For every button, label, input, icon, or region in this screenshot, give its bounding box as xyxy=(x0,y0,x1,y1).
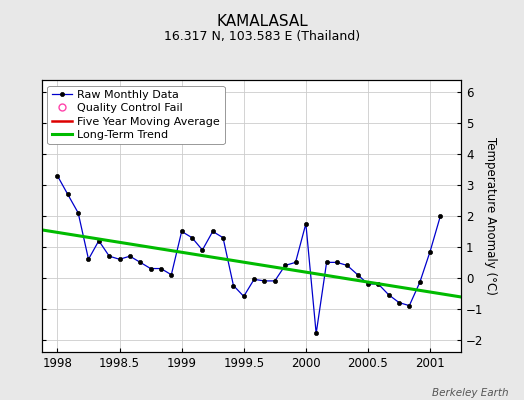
Raw Monthly Data xyxy=(375,282,381,286)
Raw Monthly Data xyxy=(116,257,123,262)
Raw Monthly Data xyxy=(334,260,340,265)
Legend: Raw Monthly Data, Quality Control Fail, Five Year Moving Average, Long-Term Tren: Raw Monthly Data, Quality Control Fail, … xyxy=(48,86,225,144)
Raw Monthly Data xyxy=(241,294,247,299)
Raw Monthly Data xyxy=(437,214,443,218)
Raw Monthly Data xyxy=(355,272,361,277)
Text: Berkeley Earth: Berkeley Earth xyxy=(432,388,508,398)
Raw Monthly Data xyxy=(251,277,257,282)
Text: KAMALASAL: KAMALASAL xyxy=(216,14,308,29)
Raw Monthly Data xyxy=(271,278,278,283)
Line: Raw Monthly Data: Raw Monthly Data xyxy=(56,174,442,336)
Raw Monthly Data xyxy=(106,254,112,258)
Raw Monthly Data xyxy=(344,263,351,268)
Raw Monthly Data xyxy=(323,260,330,265)
Raw Monthly Data xyxy=(386,292,392,297)
Raw Monthly Data xyxy=(427,249,433,254)
Raw Monthly Data xyxy=(396,300,402,305)
Raw Monthly Data xyxy=(158,266,164,271)
Raw Monthly Data xyxy=(147,266,154,271)
Raw Monthly Data xyxy=(231,283,237,288)
Raw Monthly Data xyxy=(189,235,195,240)
Raw Monthly Data xyxy=(220,235,226,240)
Raw Monthly Data xyxy=(417,280,423,285)
Raw Monthly Data xyxy=(199,248,205,252)
Y-axis label: Temperature Anomaly (°C): Temperature Anomaly (°C) xyxy=(484,137,497,295)
Raw Monthly Data xyxy=(313,331,319,336)
Raw Monthly Data xyxy=(282,263,288,268)
Raw Monthly Data xyxy=(85,257,92,262)
Raw Monthly Data xyxy=(210,229,216,234)
Raw Monthly Data xyxy=(292,260,299,265)
Raw Monthly Data xyxy=(168,272,174,277)
Raw Monthly Data xyxy=(54,174,61,178)
Raw Monthly Data xyxy=(261,278,268,283)
Raw Monthly Data xyxy=(64,192,71,197)
Raw Monthly Data xyxy=(75,210,81,215)
Text: 16.317 N, 103.583 E (Thailand): 16.317 N, 103.583 E (Thailand) xyxy=(164,30,360,43)
Raw Monthly Data xyxy=(303,221,309,226)
Raw Monthly Data xyxy=(179,229,185,234)
Raw Monthly Data xyxy=(127,254,133,258)
Raw Monthly Data xyxy=(406,303,412,308)
Raw Monthly Data xyxy=(137,260,144,265)
Raw Monthly Data xyxy=(96,238,102,243)
Raw Monthly Data xyxy=(365,282,371,286)
